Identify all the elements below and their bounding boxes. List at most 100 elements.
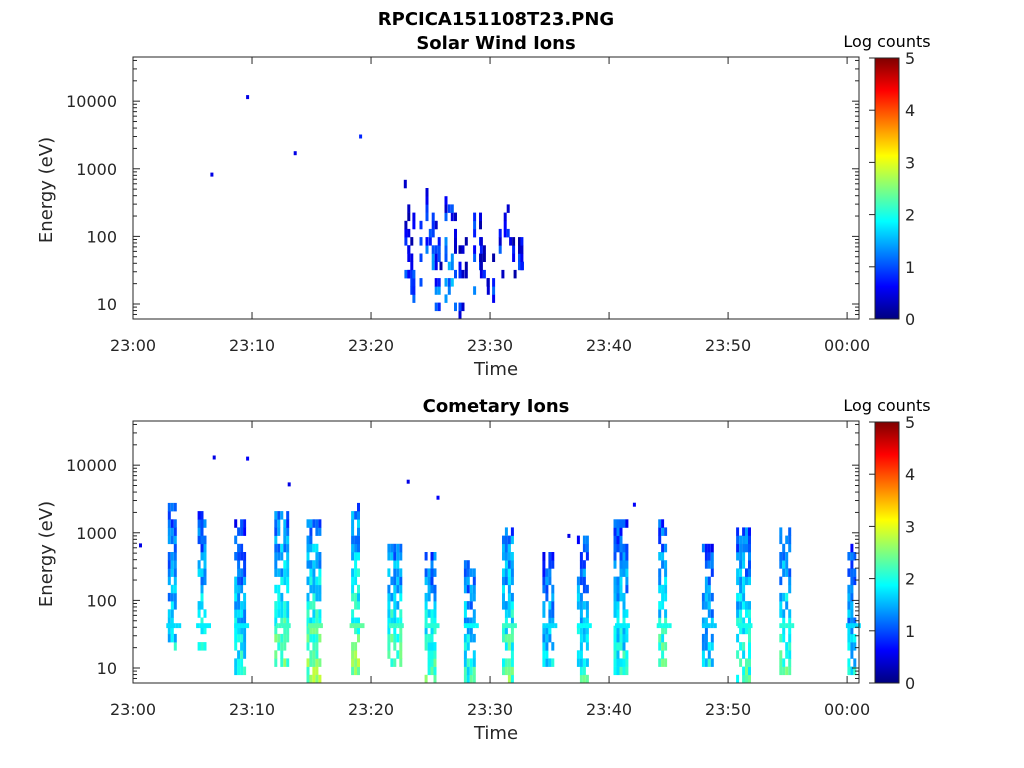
spectrogram-cell — [419, 220, 423, 230]
spectrogram-cell — [399, 609, 403, 618]
spectrogram-cell — [315, 552, 319, 561]
spectrogram-cell — [173, 568, 177, 577]
spectrogram-cell — [739, 584, 743, 594]
spectrogram-cell — [283, 543, 287, 553]
spectrogram-cell — [788, 527, 792, 536]
spectrogram-cell — [507, 633, 511, 643]
spectrogram-cell — [170, 535, 174, 545]
x-tick-label: 23:40 — [586, 700, 632, 719]
spectrogram-cell — [351, 658, 355, 667]
spectrogram-cell — [492, 294, 496, 303]
spectrogram-cell — [520, 237, 524, 246]
spectrogram-cell — [710, 552, 714, 561]
spectrogram-cell — [463, 617, 467, 626]
spectrogram-cell — [390, 543, 394, 553]
spectrogram-cell — [545, 633, 549, 643]
spectrogram-cell — [785, 552, 789, 561]
spectrogram-cell — [625, 625, 629, 635]
spectrogram-cell — [444, 278, 448, 287]
spectrogram-cell — [434, 253, 438, 262]
spectrogram-cell — [170, 617, 174, 626]
spectrogram-cell — [576, 535, 580, 545]
spectrogram-cell — [504, 617, 508, 626]
spectrogram-cell — [387, 642, 391, 651]
spectrogram-cell — [390, 552, 394, 561]
spectrogram-cell — [407, 212, 411, 222]
spectrogram-cell — [613, 527, 617, 536]
spectrogram-cell — [357, 584, 360, 594]
spectrogram-cell — [412, 294, 416, 303]
spectrogram-cell — [548, 625, 552, 635]
spectrogram-cell — [585, 543, 589, 553]
spectrogram-band-cell — [707, 623, 711, 629]
spectrogram-cell — [748, 650, 751, 659]
spectrogram-cell — [431, 261, 435, 271]
spectrogram-band-cell — [623, 623, 627, 629]
spectrogram-cell — [661, 658, 665, 667]
spectrogram-cell — [658, 527, 662, 536]
cometary-xlabel: Time — [473, 723, 518, 744]
spectrogram-cell — [745, 609, 748, 618]
spectrogram-cell — [197, 642, 201, 651]
spectrogram-cell — [664, 527, 668, 536]
spectrogram-cell — [707, 650, 711, 659]
spectrogram-cell — [433, 584, 437, 594]
spectrogram-band-cell — [237, 623, 241, 629]
spectrogram-cell — [739, 560, 743, 569]
cometary-spectrogram — [139, 455, 861, 684]
spectrogram-cell — [779, 576, 783, 586]
spectrogram-cell — [616, 650, 620, 659]
spectrogram-cell — [427, 584, 431, 594]
spectrogram-cell — [748, 527, 751, 536]
spectrogram-cell — [170, 502, 174, 512]
spectrogram-cell — [430, 642, 434, 651]
spectrogram-band-cell — [199, 623, 203, 629]
spectrogram-cell — [619, 568, 623, 577]
spectrogram-cell — [704, 617, 708, 626]
spectrogram-cell — [510, 560, 514, 569]
spectrogram-band-cell — [713, 623, 717, 629]
spectrogram-cell — [850, 633, 854, 643]
spectrogram-point — [210, 172, 214, 177]
spectrogram-cell — [431, 228, 435, 238]
spectrogram-band-cell — [463, 623, 467, 629]
spectrogram-cell — [396, 601, 400, 610]
spectrogram-cell — [850, 568, 854, 577]
spectrogram-cell — [240, 576, 244, 586]
spectrogram-cell — [237, 576, 241, 586]
spectrogram-cell — [430, 568, 434, 577]
spectrogram-cell — [447, 204, 451, 213]
spectrogram-cell — [510, 601, 514, 610]
spectrogram-cell — [312, 576, 316, 586]
spectrogram-cell — [625, 584, 629, 594]
spectrogram-cell — [661, 543, 665, 553]
spectrogram-cell — [387, 592, 391, 602]
spectrogram-cell — [173, 527, 177, 536]
spectrogram-cell — [237, 584, 241, 594]
spectrogram-cell — [407, 228, 411, 238]
spectrogram-cell — [504, 568, 508, 577]
spectrogram-cell — [280, 617, 284, 626]
spectrogram-cell — [664, 560, 668, 569]
spectrogram-band-cell — [246, 623, 250, 629]
spectrogram-cell — [710, 642, 714, 651]
spectrogram-cell — [788, 584, 792, 594]
spectrogram-cell — [463, 650, 467, 659]
spectrogram-cell — [430, 576, 434, 586]
spectrogram-cell — [736, 576, 740, 586]
spectrogram-cell — [748, 560, 751, 569]
spectrogram-cell — [779, 552, 783, 561]
spectrogram-band-cell — [319, 623, 323, 629]
spectrogram-cell — [613, 592, 617, 602]
spectrogram-cell — [318, 658, 322, 667]
spectrogram-cell — [312, 584, 316, 594]
spectrogram-cell — [197, 519, 201, 528]
spectrogram-cell — [510, 609, 514, 618]
spectrogram-cell — [622, 642, 626, 651]
spectrogram-cell — [779, 535, 783, 545]
spectrogram-cell — [472, 674, 476, 684]
spectrogram-cell — [742, 617, 746, 626]
spectrogram-cell — [502, 625, 505, 635]
spectrogram-cell — [707, 642, 711, 651]
spectrogram-point — [246, 95, 250, 100]
